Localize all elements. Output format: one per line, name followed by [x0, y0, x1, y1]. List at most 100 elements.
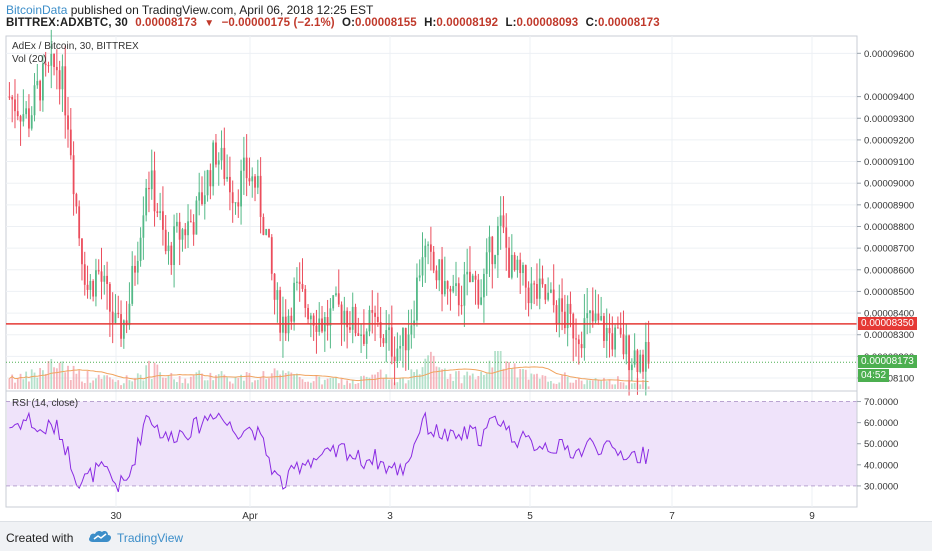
- candle-body: [58, 70, 61, 90]
- time-axis[interactable]: 30 Apr 3 5 7 9: [110, 511, 815, 521]
- volume-bar: [201, 373, 203, 389]
- price-tick-label: 0.00008800: [864, 222, 914, 233]
- volume-bar: [223, 374, 226, 389]
- candle-body: [530, 283, 533, 304]
- candle-body: [95, 270, 97, 297]
- volume-bar: [410, 369, 413, 389]
- candle-body: [371, 310, 374, 313]
- candle-body: [134, 265, 136, 273]
- volume-bar: [594, 378, 597, 389]
- candle-body: [150, 170, 153, 190]
- volume-bar: [86, 371, 89, 389]
- candle-body: [318, 318, 321, 332]
- volume-bar: [340, 378, 343, 389]
- volume-bar: [276, 370, 279, 389]
- tradingview-brand-link[interactable]: TradingView: [117, 531, 184, 545]
- candle-body: [443, 281, 446, 295]
- candle-body: [41, 63, 44, 101]
- open-label: O:: [342, 17, 356, 29]
- candle-body: [619, 327, 622, 335]
- candle-body: [538, 278, 541, 299]
- volume-bar: [254, 380, 256, 389]
- candle-body: [16, 111, 19, 117]
- candle-body: [544, 284, 547, 300]
- candle-body: [89, 280, 92, 290]
- rsi-axis[interactable]: 70.0000 60.0000 50.0000 40.0000 30.0000: [857, 397, 898, 492]
- volume-bar: [287, 371, 290, 389]
- candle-body: [293, 282, 296, 322]
- candle-body: [600, 316, 603, 321]
- price-tick-label: 0.00008100: [864, 374, 914, 385]
- candle-body: [558, 298, 561, 324]
- volume-bar: [647, 386, 650, 389]
- volume-bar: [337, 383, 340, 389]
- price-axis[interactable]: 0.00009600 0.00009400 0.00009300 0.00009200…: [857, 49, 914, 385]
- last-price-value: 0.00008173: [135, 17, 197, 29]
- volume-bar: [134, 378, 136, 389]
- candle-body: [195, 200, 198, 235]
- candle-body: [259, 175, 262, 217]
- candle-body: [72, 155, 75, 195]
- candle-body: [435, 270, 438, 281]
- candle-body: [644, 342, 647, 372]
- volume-bar: [67, 365, 69, 389]
- candle-body: [108, 283, 111, 312]
- volume-bar: [30, 369, 33, 389]
- candle-body: [240, 170, 242, 207]
- volume-bar: [296, 373, 298, 389]
- volume-bar: [633, 382, 636, 389]
- volume-bar: [318, 376, 321, 389]
- volume-bar: [572, 382, 575, 389]
- rsi-band: [7, 401, 857, 486]
- candle-body: [608, 327, 611, 334]
- volume-bar: [466, 371, 469, 389]
- volume-bar: [502, 368, 505, 389]
- candle-body: [61, 66, 64, 90]
- volume-bar: [220, 371, 223, 389]
- candle-body: [346, 310, 349, 328]
- author-link[interactable]: BitcoinData: [6, 3, 68, 17]
- time-tick-label: 30: [110, 511, 122, 521]
- volume-bar: [273, 368, 276, 389]
- volume-bar: [625, 385, 628, 389]
- candle-body: [335, 293, 337, 296]
- candle-body: [572, 313, 575, 339]
- tradingview-cloud-icon[interactable]: [88, 529, 112, 543]
- candle-body: [64, 66, 67, 116]
- rsi-tick-label: 60.0000: [864, 418, 898, 429]
- candle-body: [424, 245, 427, 258]
- volume-bar: [184, 378, 187, 389]
- candle-body: [427, 244, 429, 246]
- candle-body: [14, 99, 16, 112]
- published-text: published on TradingView.com, April 06, …: [70, 3, 374, 17]
- candle-body: [184, 229, 187, 236]
- volume-bar: [36, 377, 39, 389]
- bar-countdown-tag: 04:52: [858, 369, 890, 383]
- volume-bar: [505, 361, 508, 389]
- candle-body: [307, 307, 309, 320]
- candle-body: [39, 80, 41, 101]
- rsi-legend: RSI (14, close): [12, 398, 78, 409]
- volume-bar: [580, 380, 583, 389]
- candle-body: [617, 327, 619, 329]
- rsi-band-lines: [6, 401, 857, 487]
- candle-body: [111, 311, 114, 323]
- volume-bar: [474, 379, 477, 389]
- volume-bar: [203, 380, 206, 389]
- price-tick-label: 0.00009200: [864, 135, 914, 146]
- volume-bar: [499, 351, 502, 389]
- candle-body: [142, 215, 145, 238]
- volume-bar: [265, 379, 268, 389]
- volume-bar: [569, 382, 572, 389]
- volume-bar: [561, 375, 563, 389]
- volume-bar: [139, 374, 142, 389]
- volume-bar: [404, 383, 407, 389]
- volume-bar: [209, 372, 212, 389]
- chart-canvas[interactable]: 0.00009600 0.00009400 0.00009300 0.00009200…: [0, 0, 932, 521]
- volume-bar: [402, 377, 404, 389]
- volume-bar: [33, 372, 36, 389]
- candle-body: [488, 236, 491, 253]
- volume-bar: [360, 376, 362, 389]
- created-with-label: Created with: [6, 531, 74, 545]
- last-price-tag: 0.00008173: [858, 355, 917, 369]
